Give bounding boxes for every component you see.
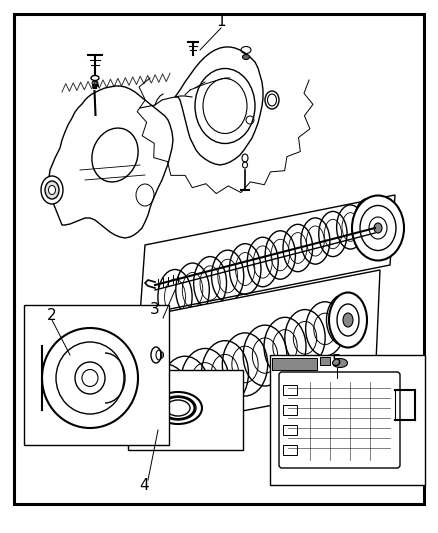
Ellipse shape [75,362,105,394]
FancyBboxPatch shape [279,372,400,468]
Bar [272,358,317,370]
Ellipse shape [49,185,56,195]
Bar [283,425,297,435]
Bar [128,370,243,450]
Bar [283,405,297,415]
Ellipse shape [352,196,404,261]
Polygon shape [48,86,173,238]
Ellipse shape [45,181,59,199]
Ellipse shape [374,223,382,233]
Ellipse shape [42,328,138,428]
Ellipse shape [343,313,353,327]
Bar [283,445,297,455]
Ellipse shape [332,359,347,367]
Bar [320,357,330,365]
Ellipse shape [41,176,63,204]
Bar [283,385,297,395]
Bar [24,305,169,445]
Polygon shape [175,47,263,165]
Text: 4: 4 [139,478,149,492]
Bar [270,355,425,485]
Ellipse shape [92,81,98,85]
Text: 2: 2 [47,308,57,322]
Polygon shape [120,270,380,435]
Text: 3: 3 [150,303,160,318]
Polygon shape [140,195,395,315]
Ellipse shape [329,293,367,348]
Text: 5: 5 [332,354,342,369]
Ellipse shape [243,54,250,60]
Text: 1: 1 [216,14,226,29]
